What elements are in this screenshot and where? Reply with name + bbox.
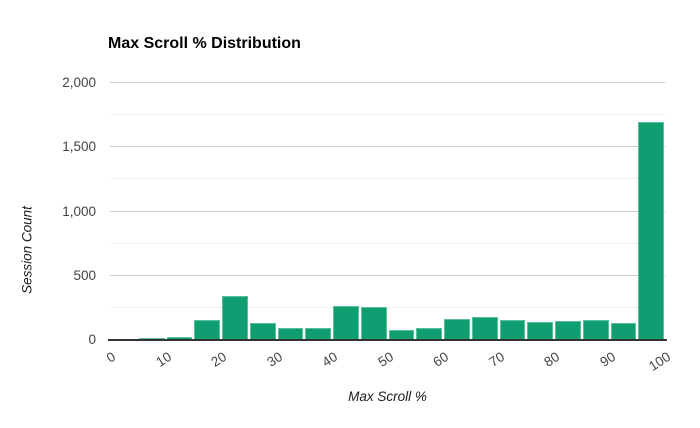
bar-85-90[interactable]	[582, 320, 609, 340]
bar-75-80[interactable]	[527, 322, 553, 340]
bar-35-40[interactable]	[305, 328, 331, 340]
gridline-minor-1750	[110, 114, 665, 116]
bar-60-65[interactable]	[444, 319, 470, 340]
bar-30-35[interactable]	[277, 328, 304, 340]
bar-50-55[interactable]	[388, 330, 415, 340]
y-tick-label-0: 0	[88, 332, 96, 347]
bar-15-20[interactable]	[194, 320, 220, 340]
gridline-minor-250	[110, 306, 665, 308]
bar-10-15[interactable]	[166, 336, 193, 340]
bar-70-75[interactable]	[499, 320, 526, 340]
bar-65-70[interactable]	[471, 316, 498, 340]
gridline-minor-750	[110, 242, 665, 244]
x-axis-line	[108, 339, 667, 341]
bar-45-50[interactable]	[360, 307, 387, 340]
gridline-major-500	[110, 274, 665, 276]
y-tick-label-1500: 1,500	[62, 139, 96, 155]
bar-90-95[interactable]	[610, 322, 637, 340]
bar-80-85[interactable]	[555, 320, 581, 340]
gridline-minor-1250	[110, 178, 665, 180]
y-tick-label-2000: 2,000	[62, 75, 96, 90]
gridline-major-1000	[110, 210, 665, 212]
x-axis-title: Max Scroll %	[348, 389, 427, 404]
gridline-major-1500	[110, 146, 665, 148]
y-tick-label-1000: 1,000	[62, 203, 96, 219]
x-tick-label-0: 0	[103, 349, 119, 366]
bar-25-30[interactable]	[249, 323, 276, 340]
bar-20-25[interactable]	[222, 295, 248, 340]
gridline-major-2000	[110, 82, 665, 83]
bar-95-100[interactable]	[638, 121, 664, 340]
chart-title: Max Scroll % Distribution	[108, 35, 301, 52]
bar-40-45[interactable]	[333, 305, 359, 340]
plot-area	[110, 82, 665, 340]
bar-55-60[interactable]	[416, 327, 442, 340]
y-tick-label-500: 500	[73, 267, 96, 283]
